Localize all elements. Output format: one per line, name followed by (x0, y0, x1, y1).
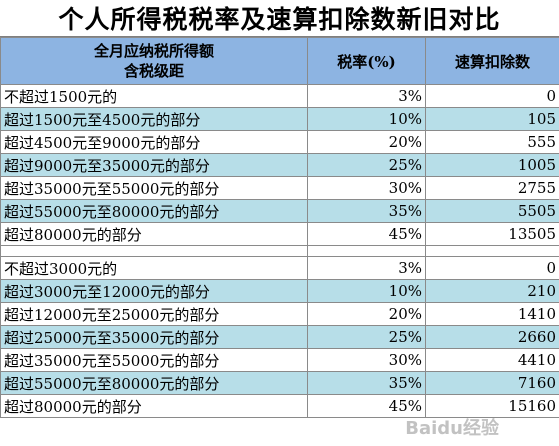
cell-quick-deduction: 0 (425, 256, 559, 280)
cell-income-range: 超过25000元至35000元的部分 (0, 325, 308, 349)
table-row: 超过3000元至12000元的部分 10% 210 (0, 279, 559, 303)
separator-cell (425, 245, 559, 257)
cell-quick-deduction: 5505 (425, 199, 559, 223)
separator-cell (307, 245, 426, 257)
cell-quick-deduction: 210 (425, 279, 559, 303)
cell-quick-deduction: 2755 (425, 176, 559, 200)
cell-income-range: 超过35000元至55000元的部分 (0, 348, 308, 372)
cell-quick-deduction: 105 (425, 107, 559, 131)
header-income-range-line1: 全月应纳税所得额 (93, 42, 214, 60)
cell-tax-rate: 10% (307, 107, 426, 131)
table-row: 超过25000元至35000元的部分 25% 2660 (0, 325, 559, 349)
cell-quick-deduction: 1005 (425, 153, 559, 177)
watermark-logo: Baidu经验 (405, 418, 499, 439)
cell-income-range: 超过55000元至80000元的部分 (0, 371, 308, 395)
cell-tax-rate: 25% (307, 153, 426, 177)
cell-tax-rate: 35% (307, 371, 426, 395)
header-tax-rate: 税率(%) (307, 37, 426, 85)
table-row: 超过55000元至80000元的部分 35% 5505 (0, 199, 559, 223)
cell-tax-rate: 30% (307, 176, 426, 200)
cell-tax-rate: 10% (307, 279, 426, 303)
tax-rate-table: 全月应纳税所得额 含税级距 税率(%) 速算扣除数 不超过1500元的 3% 0 超过… (0, 37, 559, 418)
separator-cell (0, 245, 308, 257)
cell-quick-deduction: 7160 (425, 371, 559, 395)
cell-income-range: 超过12000元至25000元的部分 (0, 302, 308, 326)
cell-quick-deduction: 13505 (425, 222, 559, 246)
cell-income-range: 超过80000元的部分 (0, 222, 308, 246)
cell-income-range: 超过1500元至4500元的部分 (0, 107, 308, 131)
table-row: 超过80000元的部分 45% 15160 (0, 394, 559, 418)
cell-income-range: 超过9000元至35000元的部分 (0, 153, 308, 177)
table-group-separator (0, 245, 559, 257)
table-row: 超过1500元至4500元的部分 10% 105 (0, 107, 559, 131)
cell-quick-deduction: 0 (425, 84, 559, 108)
cell-quick-deduction: 15160 (425, 394, 559, 418)
cell-tax-rate: 20% (307, 130, 426, 154)
sheet-title: 个人所得税税率及速算扣除数新旧对比 (0, 0, 559, 37)
cell-tax-rate: 25% (307, 325, 426, 349)
table-row: 超过35000元至55000元的部分 30% 2755 (0, 176, 559, 200)
cell-tax-rate: 35% (307, 199, 426, 223)
cell-quick-deduction: 2660 (425, 325, 559, 349)
cell-income-range: 超过3000元至12000元的部分 (0, 279, 308, 303)
cell-tax-rate: 3% (307, 256, 426, 280)
table-row: 超过4500元至9000元的部分 20% 555 (0, 130, 559, 154)
table-body: 不超过1500元的 3% 0 超过1500元至4500元的部分 10% 105 超过4500… (0, 84, 559, 418)
table-header-row: 全月应纳税所得额 含税级距 税率(%) 速算扣除数 (0, 37, 559, 85)
cell-tax-rate: 3% (307, 84, 426, 108)
cell-tax-rate: 20% (307, 302, 426, 326)
table-row: 超过12000元至25000元的部分 20% 1410 (0, 302, 559, 326)
table-row: 不超过1500元的 3% 0 (0, 84, 559, 108)
cell-income-range: 不超过1500元的 (0, 84, 308, 108)
cell-income-range: 超过35000元至55000元的部分 (0, 176, 308, 200)
cell-income-range: 不超过3000元的 (0, 256, 308, 280)
table-row: 超过9000元至35000元的部分 25% 1005 (0, 153, 559, 177)
table-row: 超过80000元的部分 45% 13505 (0, 222, 559, 246)
cell-income-range: 超过55000元至80000元的部分 (0, 199, 308, 223)
cell-quick-deduction: 4410 (425, 348, 559, 372)
cell-income-range: 超过4500元至9000元的部分 (0, 130, 308, 154)
header-income-range: 全月应纳税所得额 含税级距 (0, 37, 308, 85)
cell-tax-rate: 45% (307, 222, 426, 246)
cell-income-range: 超过80000元的部分 (0, 394, 308, 418)
cell-quick-deduction: 555 (425, 130, 559, 154)
cell-tax-rate: 45% (307, 394, 426, 418)
table-row: 超过35000元至55000元的部分 30% 4410 (0, 348, 559, 372)
table-row: 超过55000元至80000元的部分 35% 7160 (0, 371, 559, 395)
cell-tax-rate: 30% (307, 348, 426, 372)
table-row: 不超过3000元的 3% 0 (0, 256, 559, 280)
header-income-range-line2: 含税级距 (123, 62, 184, 80)
header-quick-deduction: 速算扣除数 (425, 37, 559, 85)
cell-quick-deduction: 1410 (425, 302, 559, 326)
